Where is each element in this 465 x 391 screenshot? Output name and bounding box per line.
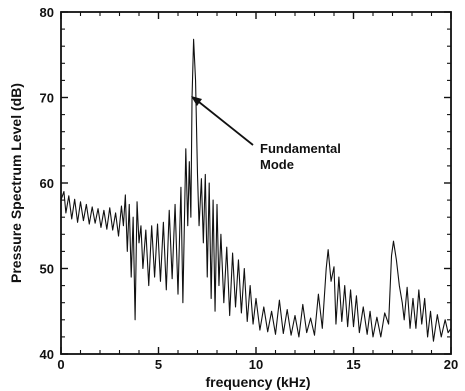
x-tick-label: 0 xyxy=(57,357,64,372)
x-tick-label: 20 xyxy=(444,357,458,372)
spectrum-series-line xyxy=(60,38,452,342)
y-tick-label: 70 xyxy=(40,91,54,106)
annotation-arrow-line xyxy=(198,101,254,146)
y-tick-label: 60 xyxy=(40,176,54,191)
y-tick-label: 40 xyxy=(40,347,54,362)
axes-layer: 0 5 10 15 20 40 50 60 70 80 xyxy=(40,5,459,372)
annotation-line-2: Mode xyxy=(260,157,294,172)
plot-area-background xyxy=(61,12,451,354)
x-tick-label: 5 xyxy=(155,357,162,372)
y-axis-title: Pressure Spectrum Level (dB) xyxy=(8,83,24,283)
y-tick-label: 80 xyxy=(40,5,54,20)
x-tick-label: 15 xyxy=(346,357,360,372)
plot-layer xyxy=(60,38,452,342)
annotation-layer: Fundamental Mode xyxy=(191,96,341,172)
x-tick-label: 10 xyxy=(249,357,263,372)
annotation-line-1: Fundamental xyxy=(260,141,341,156)
y-tick-label: 50 xyxy=(40,262,54,277)
annotation-arrow-head xyxy=(191,96,202,106)
x-axis-title: frequency (kHz) xyxy=(205,374,310,390)
